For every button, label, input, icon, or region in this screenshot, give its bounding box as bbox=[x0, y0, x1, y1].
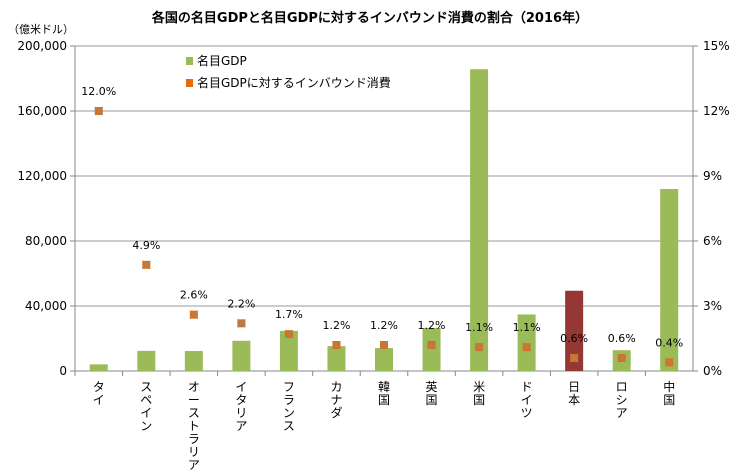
category-label: スペイン bbox=[140, 380, 152, 433]
y-tick-label: 0 bbox=[59, 364, 67, 378]
data-label: 1.2% bbox=[322, 319, 350, 332]
marker-cross bbox=[284, 329, 294, 339]
category-label: 日本 bbox=[568, 380, 580, 407]
category-label: 米国 bbox=[473, 380, 485, 407]
bar bbox=[89, 364, 108, 371]
y2-tick-label: 15% bbox=[703, 39, 730, 53]
marker-cross bbox=[332, 340, 341, 350]
data-label: 1.1% bbox=[465, 321, 493, 334]
bar bbox=[184, 351, 203, 371]
data-label: 0.6% bbox=[608, 332, 636, 345]
data-label: 2.2% bbox=[227, 297, 255, 310]
marker-cross bbox=[189, 310, 199, 320]
bar bbox=[422, 327, 441, 371]
bar bbox=[327, 346, 346, 371]
bar bbox=[660, 189, 679, 371]
category-label: ロシア bbox=[616, 380, 628, 420]
marker-cross bbox=[522, 342, 531, 352]
bar bbox=[232, 340, 251, 371]
bar bbox=[470, 69, 489, 372]
category-label: 英国 bbox=[426, 380, 438, 407]
category-label: タイ bbox=[93, 380, 105, 407]
y-tick-label: 160,000 bbox=[17, 104, 67, 118]
data-label: 4.9% bbox=[132, 239, 160, 252]
legend-label-gdp: 名目GDP bbox=[197, 53, 247, 68]
data-label: 2.6% bbox=[180, 289, 208, 302]
category-label: イタリア bbox=[235, 380, 247, 433]
chart-title: 各国の名目GDPと名目GDPに対するインバウンド消費の割合（2016年） bbox=[151, 10, 588, 26]
bar bbox=[137, 350, 156, 371]
legend-label-inbound: 名目GDPに対するインバウンド消費 bbox=[197, 75, 391, 90]
marker-cross bbox=[664, 357, 674, 367]
y-axis-label: （億米ドル） bbox=[8, 23, 74, 36]
y-tick-label: 80,000 bbox=[25, 234, 67, 248]
y-tick-label: 120,000 bbox=[17, 169, 67, 183]
marker-cross bbox=[569, 353, 579, 363]
data-label: 0.4% bbox=[655, 336, 683, 349]
data-label: 1.1% bbox=[513, 321, 541, 334]
bar bbox=[279, 330, 298, 371]
marker-cross bbox=[617, 353, 627, 363]
y2-tick-label: 0% bbox=[703, 364, 722, 378]
y2-tick-label: 9% bbox=[703, 169, 722, 183]
legend: 名目GDP 名目GDPに対するインバウンド消費 bbox=[186, 53, 391, 90]
data-label: 1.2% bbox=[418, 319, 446, 332]
marker-cross bbox=[237, 318, 246, 328]
y2-tick-label: 6% bbox=[703, 234, 722, 248]
marker-cross bbox=[474, 342, 484, 352]
marker-cross bbox=[379, 340, 389, 350]
y2-tick-label: 12% bbox=[703, 104, 730, 118]
category-label: 韓国 bbox=[378, 380, 390, 407]
bar bbox=[375, 348, 393, 371]
data-label: 1.7% bbox=[275, 308, 303, 321]
data-label: 0.6% bbox=[560, 332, 588, 345]
category-label: ドイツ bbox=[521, 380, 533, 420]
category-label: オーストラリア bbox=[188, 380, 200, 470]
y-tick-label: 40,000 bbox=[25, 299, 67, 313]
category-label: カナダ bbox=[330, 380, 342, 420]
category-label: フランス bbox=[283, 380, 295, 433]
y-tick-label: 200,000 bbox=[17, 39, 67, 53]
bar bbox=[565, 290, 584, 371]
y2-tick-label: 3% bbox=[703, 299, 722, 313]
marker-cross bbox=[94, 106, 104, 116]
category-label: 中国 bbox=[663, 379, 675, 407]
legend-swatch-inbound bbox=[186, 79, 193, 87]
bar bbox=[517, 314, 536, 371]
marker-cross bbox=[141, 260, 151, 270]
legend-swatch-gdp bbox=[186, 57, 193, 65]
data-label: 1.2% bbox=[370, 319, 398, 332]
data-label: 12.0% bbox=[81, 85, 116, 98]
marker-cross bbox=[427, 340, 436, 350]
